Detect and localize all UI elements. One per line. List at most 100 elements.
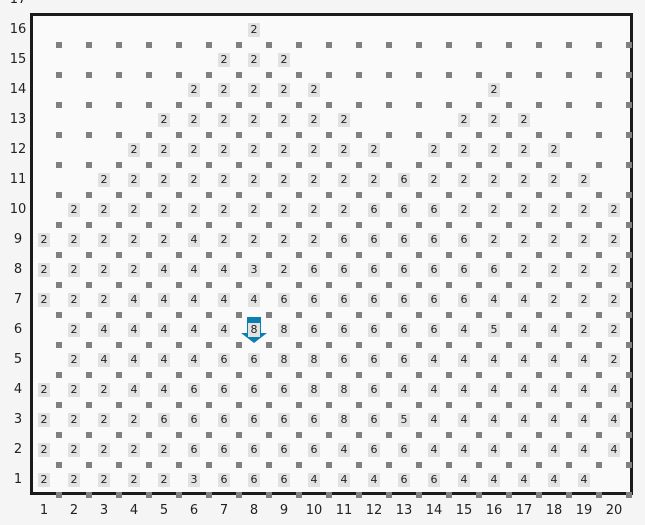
value-cell: 2 (488, 113, 500, 127)
value-cell: 4 (578, 413, 590, 427)
value-cell: 2 (578, 323, 590, 337)
value-cell: 2 (68, 443, 80, 457)
value-cell: 2 (158, 233, 170, 247)
value-cell: 6 (368, 413, 380, 427)
grid-dot (116, 192, 122, 198)
value-cell: 4 (158, 293, 170, 307)
value-cell: 2 (578, 293, 590, 307)
grid-dot (476, 402, 482, 408)
grid-dot (176, 402, 182, 408)
x-axis-label: 2 (69, 503, 79, 518)
grid-dot (536, 492, 542, 498)
grid-dot (386, 342, 392, 348)
grid-dot (236, 132, 242, 138)
value-cell: 2 (548, 173, 560, 187)
value-cell: 6 (278, 293, 290, 307)
value-cell: 4 (458, 353, 470, 367)
value-cell: 6 (458, 293, 470, 307)
grid-dot (386, 72, 392, 78)
value-cell: 2 (338, 203, 350, 217)
value-cell: 2 (518, 203, 530, 217)
grid-dot (446, 282, 452, 288)
grid-dot (296, 72, 302, 78)
grid-dot (506, 222, 512, 228)
value-cell: 2 (38, 263, 50, 277)
value-cell: 2 (128, 173, 140, 187)
y-axis-label: 12 (9, 142, 27, 157)
value-cell: 6 (398, 323, 410, 337)
value-cell: 2 (278, 83, 290, 97)
value-cell: 6 (218, 383, 230, 397)
grid-dot (596, 102, 602, 108)
grid-dot (176, 462, 182, 468)
value-cell: 6 (308, 443, 320, 457)
value-cell: 2 (248, 53, 260, 67)
value-cell: 6 (188, 383, 200, 397)
value-cell: 2 (68, 293, 80, 307)
value-cell: 4 (518, 473, 530, 487)
value-cell: 2 (278, 263, 290, 277)
value-cell: 2 (68, 323, 80, 337)
grid-dot (236, 402, 242, 408)
grid-dot (626, 162, 632, 168)
grid-dot (116, 42, 122, 48)
value-cell: 2 (308, 113, 320, 127)
value-cell: 2 (38, 293, 50, 307)
value-cell: 2 (548, 293, 560, 307)
grid-dot (446, 222, 452, 228)
value-cell: 4 (218, 323, 230, 337)
grid-dot (86, 402, 92, 408)
grid-dot (56, 432, 62, 438)
grid-dot (596, 162, 602, 168)
grid-dot (146, 162, 152, 168)
grid-dot (146, 222, 152, 228)
grid-dot (626, 102, 632, 108)
value-cell: 4 (428, 383, 440, 397)
grid-dot (116, 282, 122, 288)
grid-dot (86, 372, 92, 378)
value-cell: 2 (608, 353, 620, 367)
grid-dot (386, 192, 392, 198)
grid-dot (446, 342, 452, 348)
grid-dot (536, 402, 542, 408)
grid-dot (416, 402, 422, 408)
grid-dot (146, 192, 152, 198)
x-axis-label: 17 (515, 503, 533, 518)
value-cell: 4 (188, 233, 200, 247)
grid-dot (296, 492, 302, 498)
value-cell: 2 (38, 233, 50, 247)
grid-dot (356, 222, 362, 228)
value-cell: 4 (608, 383, 620, 397)
grid-dot (596, 132, 602, 138)
value-cell: 4 (548, 383, 560, 397)
grid-dot (266, 72, 272, 78)
grid-dot (56, 222, 62, 228)
grid-dot (176, 162, 182, 168)
grid-dot (476, 192, 482, 198)
y-axis-label: 2 (13, 442, 23, 457)
value-cell: 2 (128, 233, 140, 247)
grid-dot (236, 192, 242, 198)
value-cell: 4 (428, 443, 440, 457)
value-cell: 2 (218, 173, 230, 187)
value-cell: 2 (578, 233, 590, 247)
value-cell: 2 (458, 143, 470, 157)
grid-dot (416, 162, 422, 168)
value-cell: 2 (98, 173, 110, 187)
value-cell: 2 (278, 53, 290, 67)
agent-cell-value: 8 (248, 323, 260, 337)
value-cell: 2 (248, 143, 260, 157)
grid-dot (416, 192, 422, 198)
grid-dot (506, 342, 512, 348)
grid-dot (236, 162, 242, 168)
grid-dot (86, 162, 92, 168)
grid-dot (566, 282, 572, 288)
grid-dot (626, 222, 632, 228)
grid-dot (566, 492, 572, 498)
value-cell: 2 (68, 353, 80, 367)
grid-dot (356, 342, 362, 348)
value-cell: 2 (458, 113, 470, 127)
grid-dot (266, 42, 272, 48)
value-cell: 4 (488, 413, 500, 427)
grid-dot (446, 372, 452, 378)
